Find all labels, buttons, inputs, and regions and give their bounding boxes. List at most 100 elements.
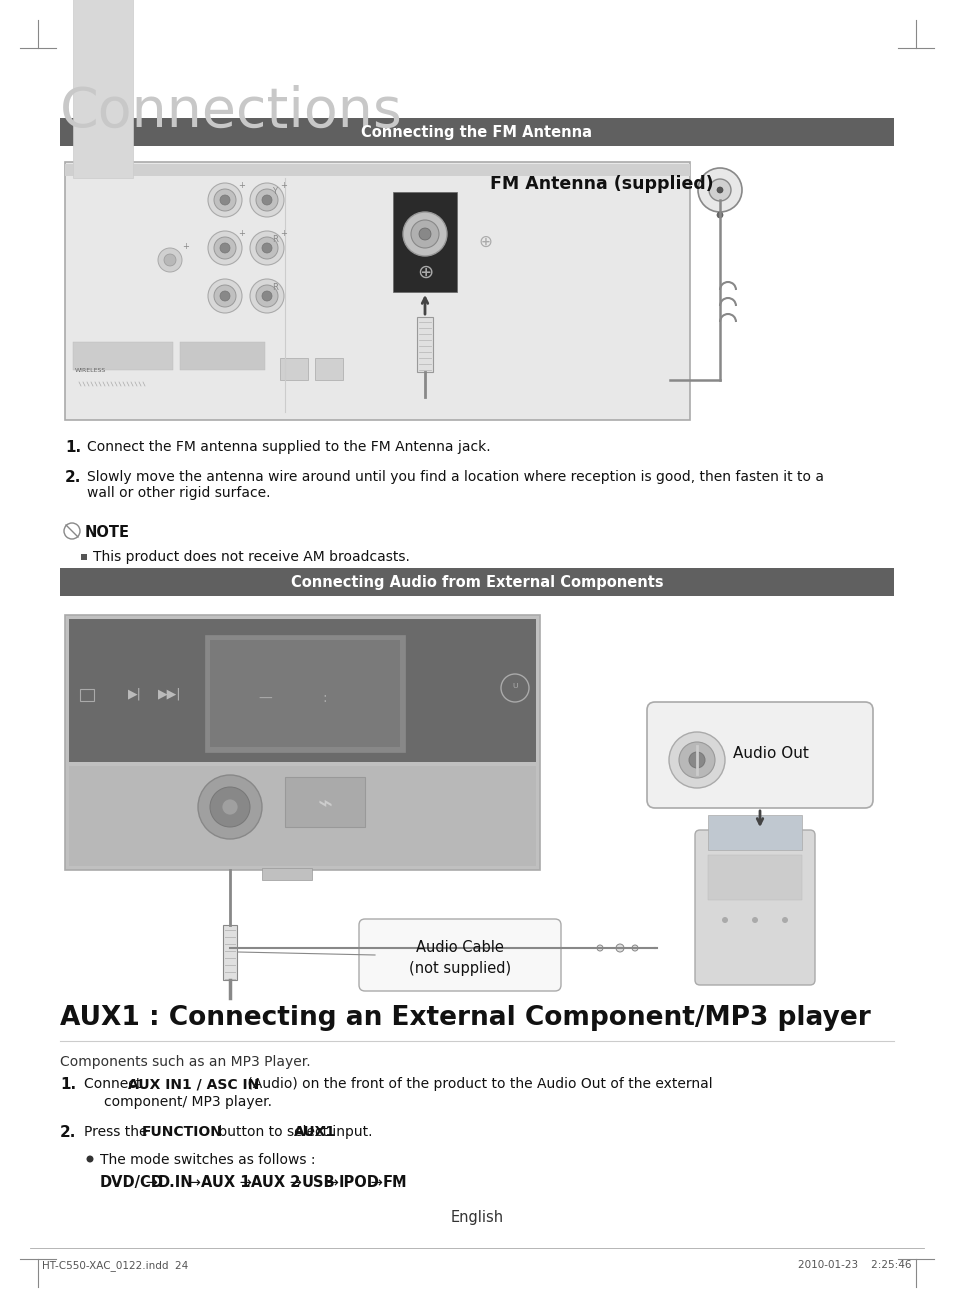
Text: AUX1 : Connecting an External Component/MP3 player: AUX1 : Connecting an External Component/… — [60, 1005, 870, 1031]
Text: FM Antenna (supplied): FM Antenna (supplied) — [490, 175, 713, 193]
Circle shape — [786, 868, 790, 872]
FancyBboxPatch shape — [223, 925, 236, 980]
FancyBboxPatch shape — [73, 342, 172, 370]
Text: ▶▶|: ▶▶| — [158, 687, 182, 701]
Text: WIRELESS: WIRELESS — [75, 369, 106, 372]
Text: —: — — [258, 691, 272, 706]
Circle shape — [717, 212, 722, 218]
Text: →: → — [141, 1175, 162, 1189]
Circle shape — [751, 918, 758, 923]
FancyBboxPatch shape — [393, 192, 456, 291]
Circle shape — [255, 190, 277, 210]
Circle shape — [222, 799, 237, 816]
FancyBboxPatch shape — [60, 569, 893, 596]
FancyBboxPatch shape — [707, 855, 801, 901]
Text: →: → — [285, 1175, 307, 1189]
Circle shape — [712, 878, 715, 881]
Text: AUX 2: AUX 2 — [252, 1175, 300, 1189]
FancyBboxPatch shape — [65, 162, 689, 420]
Text: +: + — [280, 230, 287, 238]
Circle shape — [220, 291, 230, 301]
Circle shape — [786, 859, 790, 861]
Circle shape — [220, 195, 230, 205]
Text: →: → — [184, 1175, 206, 1189]
Text: button to select: button to select — [213, 1125, 333, 1138]
Circle shape — [757, 868, 760, 872]
Text: Components such as an MP3 Player.: Components such as an MP3 Player. — [60, 1055, 311, 1069]
Circle shape — [213, 285, 235, 307]
Circle shape — [717, 187, 722, 193]
FancyBboxPatch shape — [262, 868, 312, 880]
Text: Connect the FM antenna supplied to the FM Antenna jack.: Connect the FM antenna supplied to the F… — [87, 440, 490, 454]
Text: AUX 1: AUX 1 — [201, 1175, 251, 1189]
Text: AUX IN1 / ASC IN: AUX IN1 / ASC IN — [128, 1077, 259, 1091]
FancyBboxPatch shape — [60, 118, 893, 146]
Text: English: English — [450, 1210, 503, 1225]
Text: NOTE: NOTE — [85, 525, 130, 540]
FancyBboxPatch shape — [314, 358, 343, 380]
Circle shape — [213, 190, 235, 210]
Text: (Audio) on the front of the product to the Audio Out of the external: (Audio) on the front of the product to t… — [243, 1077, 712, 1091]
FancyBboxPatch shape — [65, 163, 689, 176]
Text: R: R — [272, 235, 277, 244]
Text: ⌁: ⌁ — [317, 792, 333, 816]
Circle shape — [772, 859, 775, 861]
Circle shape — [757, 878, 760, 881]
Text: +: + — [238, 230, 245, 238]
Text: Connections: Connections — [60, 85, 402, 139]
Text: →: → — [322, 1175, 343, 1189]
Text: 2010-01-23    2:25:46: 2010-01-23 2:25:46 — [798, 1260, 911, 1270]
Text: DVD/CD: DVD/CD — [100, 1175, 164, 1189]
Circle shape — [262, 291, 272, 301]
Circle shape — [402, 212, 447, 256]
Text: Audio Out: Audio Out — [732, 745, 808, 761]
Text: ⊕: ⊕ — [477, 233, 492, 251]
Circle shape — [255, 285, 277, 307]
Text: This product does not receive AM broadcasts.: This product does not receive AM broadca… — [92, 550, 410, 565]
Circle shape — [597, 945, 602, 951]
FancyBboxPatch shape — [358, 919, 560, 991]
FancyBboxPatch shape — [205, 635, 405, 752]
Text: ᵁ: ᵁ — [512, 681, 517, 694]
FancyBboxPatch shape — [285, 776, 365, 827]
Circle shape — [781, 918, 787, 923]
Text: +: + — [280, 182, 287, 191]
Circle shape — [164, 254, 175, 267]
Circle shape — [668, 732, 724, 788]
Circle shape — [708, 179, 730, 201]
Text: →: → — [366, 1175, 387, 1189]
FancyBboxPatch shape — [695, 830, 814, 985]
FancyBboxPatch shape — [416, 318, 433, 372]
FancyBboxPatch shape — [73, 0, 132, 178]
Circle shape — [688, 752, 704, 769]
Circle shape — [712, 859, 715, 861]
Circle shape — [250, 278, 284, 312]
Text: R: R — [272, 284, 277, 291]
Text: FUNCTION: FUNCTION — [142, 1125, 223, 1138]
FancyBboxPatch shape — [210, 640, 399, 748]
Text: Connecting the FM Antenna: Connecting the FM Antenna — [361, 125, 592, 140]
Circle shape — [220, 243, 230, 254]
Circle shape — [772, 878, 775, 881]
Text: ▶|: ▶| — [128, 687, 142, 701]
Circle shape — [208, 183, 242, 217]
Circle shape — [757, 859, 760, 861]
Circle shape — [255, 237, 277, 259]
Text: input.: input. — [328, 1125, 372, 1138]
Circle shape — [213, 237, 235, 259]
Text: AUX1: AUX1 — [294, 1125, 335, 1138]
Circle shape — [679, 742, 714, 778]
Text: +: + — [182, 242, 189, 251]
Text: .: . — [395, 1175, 400, 1189]
Text: FM: FM — [382, 1175, 407, 1189]
Circle shape — [210, 787, 250, 827]
Circle shape — [727, 878, 730, 881]
Circle shape — [250, 183, 284, 217]
Text: :: : — [322, 691, 327, 706]
FancyBboxPatch shape — [707, 816, 801, 850]
Circle shape — [262, 195, 272, 205]
Text: Slowly move the antenna wire around until you find a location where reception is: Slowly move the antenna wire around unti… — [87, 471, 823, 501]
Text: 1.: 1. — [60, 1077, 76, 1093]
Circle shape — [262, 243, 272, 254]
Circle shape — [741, 878, 744, 881]
